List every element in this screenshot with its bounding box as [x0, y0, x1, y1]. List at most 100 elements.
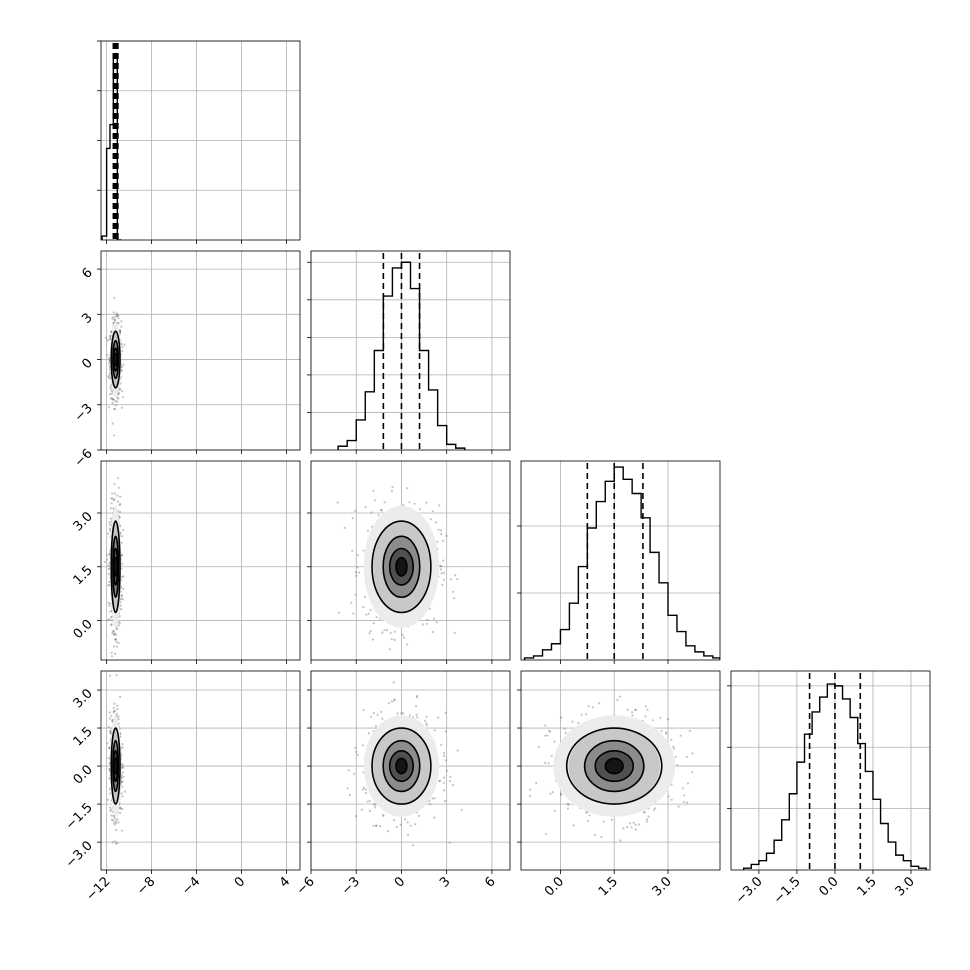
scatter-point	[421, 623, 424, 626]
scatter-panel-1-3: −6 −3 0 3 6	[294, 670, 511, 898]
scatter-point	[110, 623, 113, 626]
y-tick-label: 3.0	[71, 686, 96, 711]
scatter-point	[445, 769, 448, 772]
scatter-point	[121, 350, 124, 353]
scatter-point	[393, 630, 396, 633]
scatter-point	[550, 754, 553, 757]
scatter-point	[106, 618, 109, 622]
scatter-point	[114, 709, 117, 712]
scatter-point	[121, 780, 124, 783]
scatter-point	[451, 590, 455, 593]
scatter-point	[112, 311, 115, 314]
scatter-point	[529, 788, 532, 791]
scatter-point	[118, 621, 121, 625]
scatter-point	[120, 829, 124, 832]
scatter-point	[681, 787, 684, 790]
scatter-panel-0-2: 0.0 1.5 3.0	[71, 460, 301, 664]
scatter-point	[118, 615, 121, 618]
scatter-point	[114, 315, 117, 319]
scatter-point	[546, 734, 549, 737]
scatter-point	[112, 630, 115, 633]
x-tick-label: 3	[437, 874, 453, 890]
panel-frame	[520, 460, 721, 661]
scatter-point	[121, 771, 124, 774]
scatter-panel-0-3: −12 −8 −4 0 4 −3.0 −1.5 0.0 1.5 3.0	[63, 670, 301, 904]
scatter-point	[120, 597, 123, 600]
scatter-point	[363, 595, 367, 599]
scatter-point	[107, 532, 110, 535]
scatter-point	[354, 746, 357, 750]
scatter-point	[117, 486, 120, 489]
scatter-point	[413, 502, 416, 505]
scatter-point	[106, 553, 109, 556]
scatter-point	[390, 490, 393, 493]
scatter-point	[368, 809, 371, 813]
scatter-point	[120, 325, 123, 328]
scatter-point	[436, 540, 439, 543]
density-group	[529, 695, 694, 842]
scatter-point	[108, 338, 111, 341]
scatter-point	[591, 706, 594, 709]
scatter-point	[682, 800, 686, 804]
scatter-point	[115, 312, 118, 315]
scatter-point	[395, 825, 398, 829]
scatter-point	[634, 708, 637, 712]
scatter-point	[106, 742, 109, 745]
scatter-point	[368, 632, 371, 635]
scatter-point	[400, 712, 403, 715]
scatter-point	[356, 566, 359, 569]
scatter-point	[441, 539, 445, 543]
scatter-point	[120, 594, 124, 597]
scatter-point	[364, 788, 368, 791]
scatter-point	[121, 576, 124, 579]
scatter-point	[440, 743, 443, 746]
scatter-point	[108, 406, 111, 409]
scatter-point	[113, 318, 116, 321]
scatter-point	[110, 808, 113, 811]
scatter-point	[428, 803, 432, 806]
scatter-point	[670, 738, 673, 742]
grid	[101, 671, 300, 870]
scatter-point	[107, 746, 110, 750]
scatter-point	[111, 631, 114, 635]
scatter-point	[107, 564, 110, 567]
scatter-point	[115, 641, 118, 644]
scatter-point	[375, 824, 378, 827]
scatter-point	[113, 633, 116, 636]
scatter-point	[114, 638, 117, 641]
scatter-point	[116, 494, 119, 497]
scatter-point	[107, 601, 110, 605]
panel-frame	[100, 460, 301, 661]
scatter-point	[404, 818, 407, 821]
scatter-point	[353, 772, 356, 776]
scatter-point	[401, 712, 405, 715]
scatter-point	[632, 821, 635, 825]
contour-level-3	[371, 520, 432, 614]
scatter-point	[380, 509, 383, 512]
density-fill	[395, 758, 408, 774]
scatter-point	[107, 584, 110, 587]
scatter-point	[119, 495, 122, 498]
scatter-point	[107, 375, 110, 378]
scatter-point	[112, 629, 115, 633]
scatter-point	[369, 608, 372, 612]
x-tick-label: 6	[482, 874, 498, 890]
scatter-point	[119, 811, 122, 815]
scatter-point	[616, 698, 619, 702]
x-tick-label: −3	[339, 874, 363, 898]
scatter-point	[559, 792, 563, 795]
scatter-point	[437, 716, 440, 719]
scatter-panel-0-1: −6 −3 0 3 6	[72, 250, 301, 470]
scatter-point	[425, 724, 429, 727]
contour-level-3	[371, 727, 432, 805]
scatter-point	[672, 745, 675, 748]
scatter-point	[108, 523, 111, 526]
scatter-point	[634, 828, 637, 831]
scatter-point	[444, 730, 447, 733]
density-group	[336, 485, 459, 651]
scatter-point	[431, 510, 434, 513]
scatter-point	[121, 763, 124, 766]
scatter-point	[451, 784, 454, 787]
scatter-point	[350, 601, 353, 604]
scatter-point	[107, 725, 110, 729]
